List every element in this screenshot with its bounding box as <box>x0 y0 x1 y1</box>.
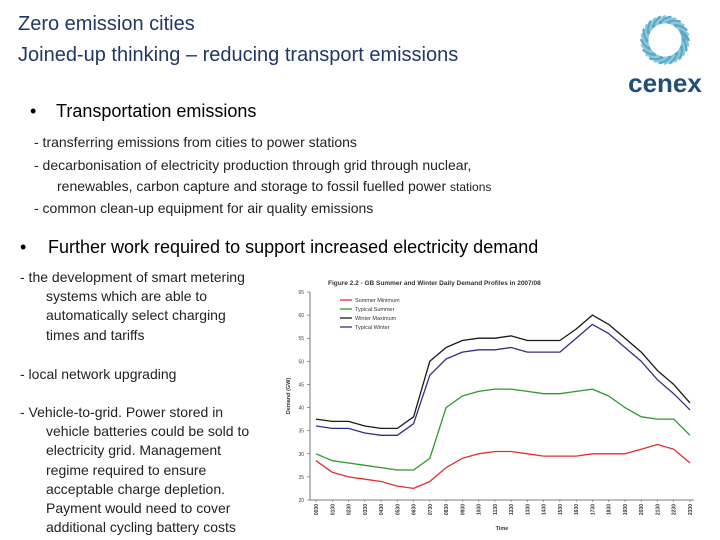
x-tick-label: 1430 <box>542 504 548 515</box>
bullet-label: Transportation emissions <box>56 101 257 121</box>
x-tick-label: 1330 <box>525 504 531 515</box>
bullet-label: Further work required to support increas… <box>48 237 539 257</box>
x-tick-label: 0230 <box>347 504 353 515</box>
x-tick-label: 0130 <box>330 504 336 515</box>
x-tick-label: 1530 <box>558 504 564 515</box>
slide-title: Zero emission cities <box>18 13 195 35</box>
x-tick-label: 1730 <box>590 504 596 515</box>
sub-point-clean-up: - common clean-up equipment for air qual… <box>34 200 374 216</box>
paragraph-smart-metering: - the development of smart metering syst… <box>20 268 245 345</box>
y-tick-label: 65 <box>298 290 304 296</box>
paragraph-line: acceptable charge depletion. <box>46 480 226 497</box>
paragraph-line: regime required to ensure <box>46 461 207 478</box>
paragraph-line: - Vehicle-to-grid. Power stored in <box>20 404 224 420</box>
bullet-further-work: • Further work required to support increa… <box>20 237 538 258</box>
x-tick-label: 2330 <box>688 504 694 515</box>
x-tick-label: 0430 <box>379 504 385 515</box>
y-tick-label: 50 <box>298 359 304 365</box>
x-tick-label: 0830 <box>444 504 450 515</box>
paragraph-line: - the development of smart metering <box>20 269 245 285</box>
legend-label: Winter Maximum <box>355 316 397 322</box>
x-tick-label: 1930 <box>623 504 629 515</box>
y-tick-label: 20 <box>298 498 304 504</box>
paragraph-line: Payment would need to cover <box>46 500 231 517</box>
paragraph-line: - local network upgrading <box>20 366 177 382</box>
x-tick-label: 1030 <box>477 504 483 515</box>
series-line-typical-winter <box>315 323 691 436</box>
bullet-icon: • <box>30 101 37 121</box>
bullet-transportation-emissions: • Transportation emissions <box>30 101 256 122</box>
series-line-winter-maximum <box>315 314 691 430</box>
x-tick-label: 1630 <box>574 504 580 515</box>
sub-point-decarbonisation: - decarbonisation of electricity product… <box>34 157 472 173</box>
bullet-icon: • <box>20 237 27 257</box>
x-axis-label: Time <box>496 526 509 532</box>
y-tick-label: 25 <box>298 475 304 481</box>
chart-title: Figure 2.2 - GB Summer and Winter Daily … <box>328 280 541 287</box>
x-tick-label: 0030 <box>314 504 320 515</box>
y-tick-label: 35 <box>298 429 304 435</box>
x-tick-label: 2030 <box>639 504 645 515</box>
cenex-logo: cenex <box>628 15 702 98</box>
x-tick-label: 0630 <box>412 504 418 515</box>
x-tick-label: 0930 <box>460 504 466 515</box>
logo-text: cenex <box>628 68 702 98</box>
x-tick-label: 1830 <box>607 504 613 515</box>
sub-point-transfer: - transferring emissions from cities to … <box>34 134 357 150</box>
swirl-petal <box>679 29 690 42</box>
paragraph-network-upgrading: - local network upgrading <box>20 365 176 384</box>
sub-point-text-small: stations <box>450 180 492 194</box>
series-line-summer-minimum <box>315 443 691 490</box>
legend-label: Typical Winter <box>355 325 390 331</box>
x-tick-label: 0330 <box>363 504 369 515</box>
slide-subtitle: Joined-up thinking – reducing transport … <box>18 44 459 66</box>
y-axis-label: Demand (GW) <box>286 378 292 415</box>
cenex-swirl-icon <box>640 15 690 65</box>
x-tick-label: 2130 <box>655 504 661 515</box>
x-tick-label: 0530 <box>395 504 401 515</box>
paragraph-line: systems which are able to <box>46 288 208 305</box>
sub-point-text: renewables, carbon capture and storage t… <box>57 178 447 194</box>
x-tick-label: 2230 <box>672 504 678 515</box>
legend-label: Summer Minimum <box>355 298 400 304</box>
x-tick-label: 0730 <box>428 504 434 515</box>
paragraph-line: automatically select charging <box>46 307 226 324</box>
paragraph-line: electricity grid. Management <box>46 442 222 459</box>
paragraph-line: additional cycling battery costs <box>46 519 236 536</box>
paragraph-vehicle-to-grid: - Vehicle-to-grid. Power stored in vehic… <box>20 403 249 537</box>
y-tick-label: 55 <box>298 336 304 342</box>
x-tick-label: 1130 <box>493 504 499 515</box>
sub-point-decarbonisation-cont: renewables, carbon capture and storage t… <box>57 177 491 197</box>
y-tick-label: 30 <box>298 452 304 458</box>
paragraph-line: vehicle batteries could be sold to <box>46 423 250 440</box>
y-tick-label: 60 <box>298 313 304 319</box>
legend-label: Typical Summer <box>355 307 395 313</box>
series-line-typical-summer <box>315 388 691 471</box>
y-tick-label: 40 <box>298 406 304 412</box>
demand-profile-chart: Figure 2.2 - GB Summer and Winter Daily … <box>286 280 694 532</box>
paragraph-line: times and tariffs <box>46 326 145 343</box>
x-tick-label: 1230 <box>509 504 515 515</box>
y-tick-label: 45 <box>298 382 304 388</box>
